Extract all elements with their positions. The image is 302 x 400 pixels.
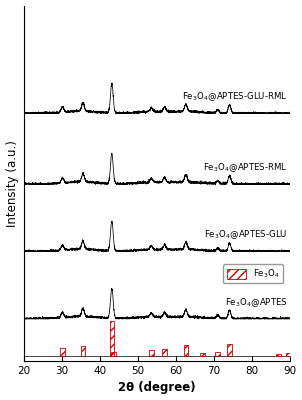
Bar	[200, 352, 205, 356]
Bar	[215, 352, 220, 356]
Text: Fe$_3$O$_4$@APTES-RML: Fe$_3$O$_4$@APTES-RML	[203, 161, 288, 174]
Bar	[60, 348, 65, 356]
Bar	[149, 350, 154, 356]
Bar	[111, 352, 116, 356]
Bar	[227, 344, 232, 356]
Bar	[110, 321, 114, 356]
Text: Fe$_3$O$_4$@APTES-GLU-RML: Fe$_3$O$_4$@APTES-GLU-RML	[182, 90, 288, 103]
Text: Fe$_3$O$_4$@APTES-GLU: Fe$_3$O$_4$@APTES-GLU	[204, 228, 288, 241]
Legend: Fe$_3$O$_4$: Fe$_3$O$_4$	[223, 264, 283, 284]
Y-axis label: Intensity (a.u.): Intensity (a.u.)	[5, 140, 18, 227]
Bar	[162, 349, 167, 356]
Bar	[16, 354, 21, 356]
Bar	[81, 346, 85, 356]
Bar	[286, 353, 290, 356]
Bar	[276, 354, 281, 356]
X-axis label: 2θ (degree): 2θ (degree)	[118, 382, 196, 394]
Bar	[184, 345, 188, 356]
Text: Fe$_3$O$_4$@APTES: Fe$_3$O$_4$@APTES	[225, 296, 288, 308]
